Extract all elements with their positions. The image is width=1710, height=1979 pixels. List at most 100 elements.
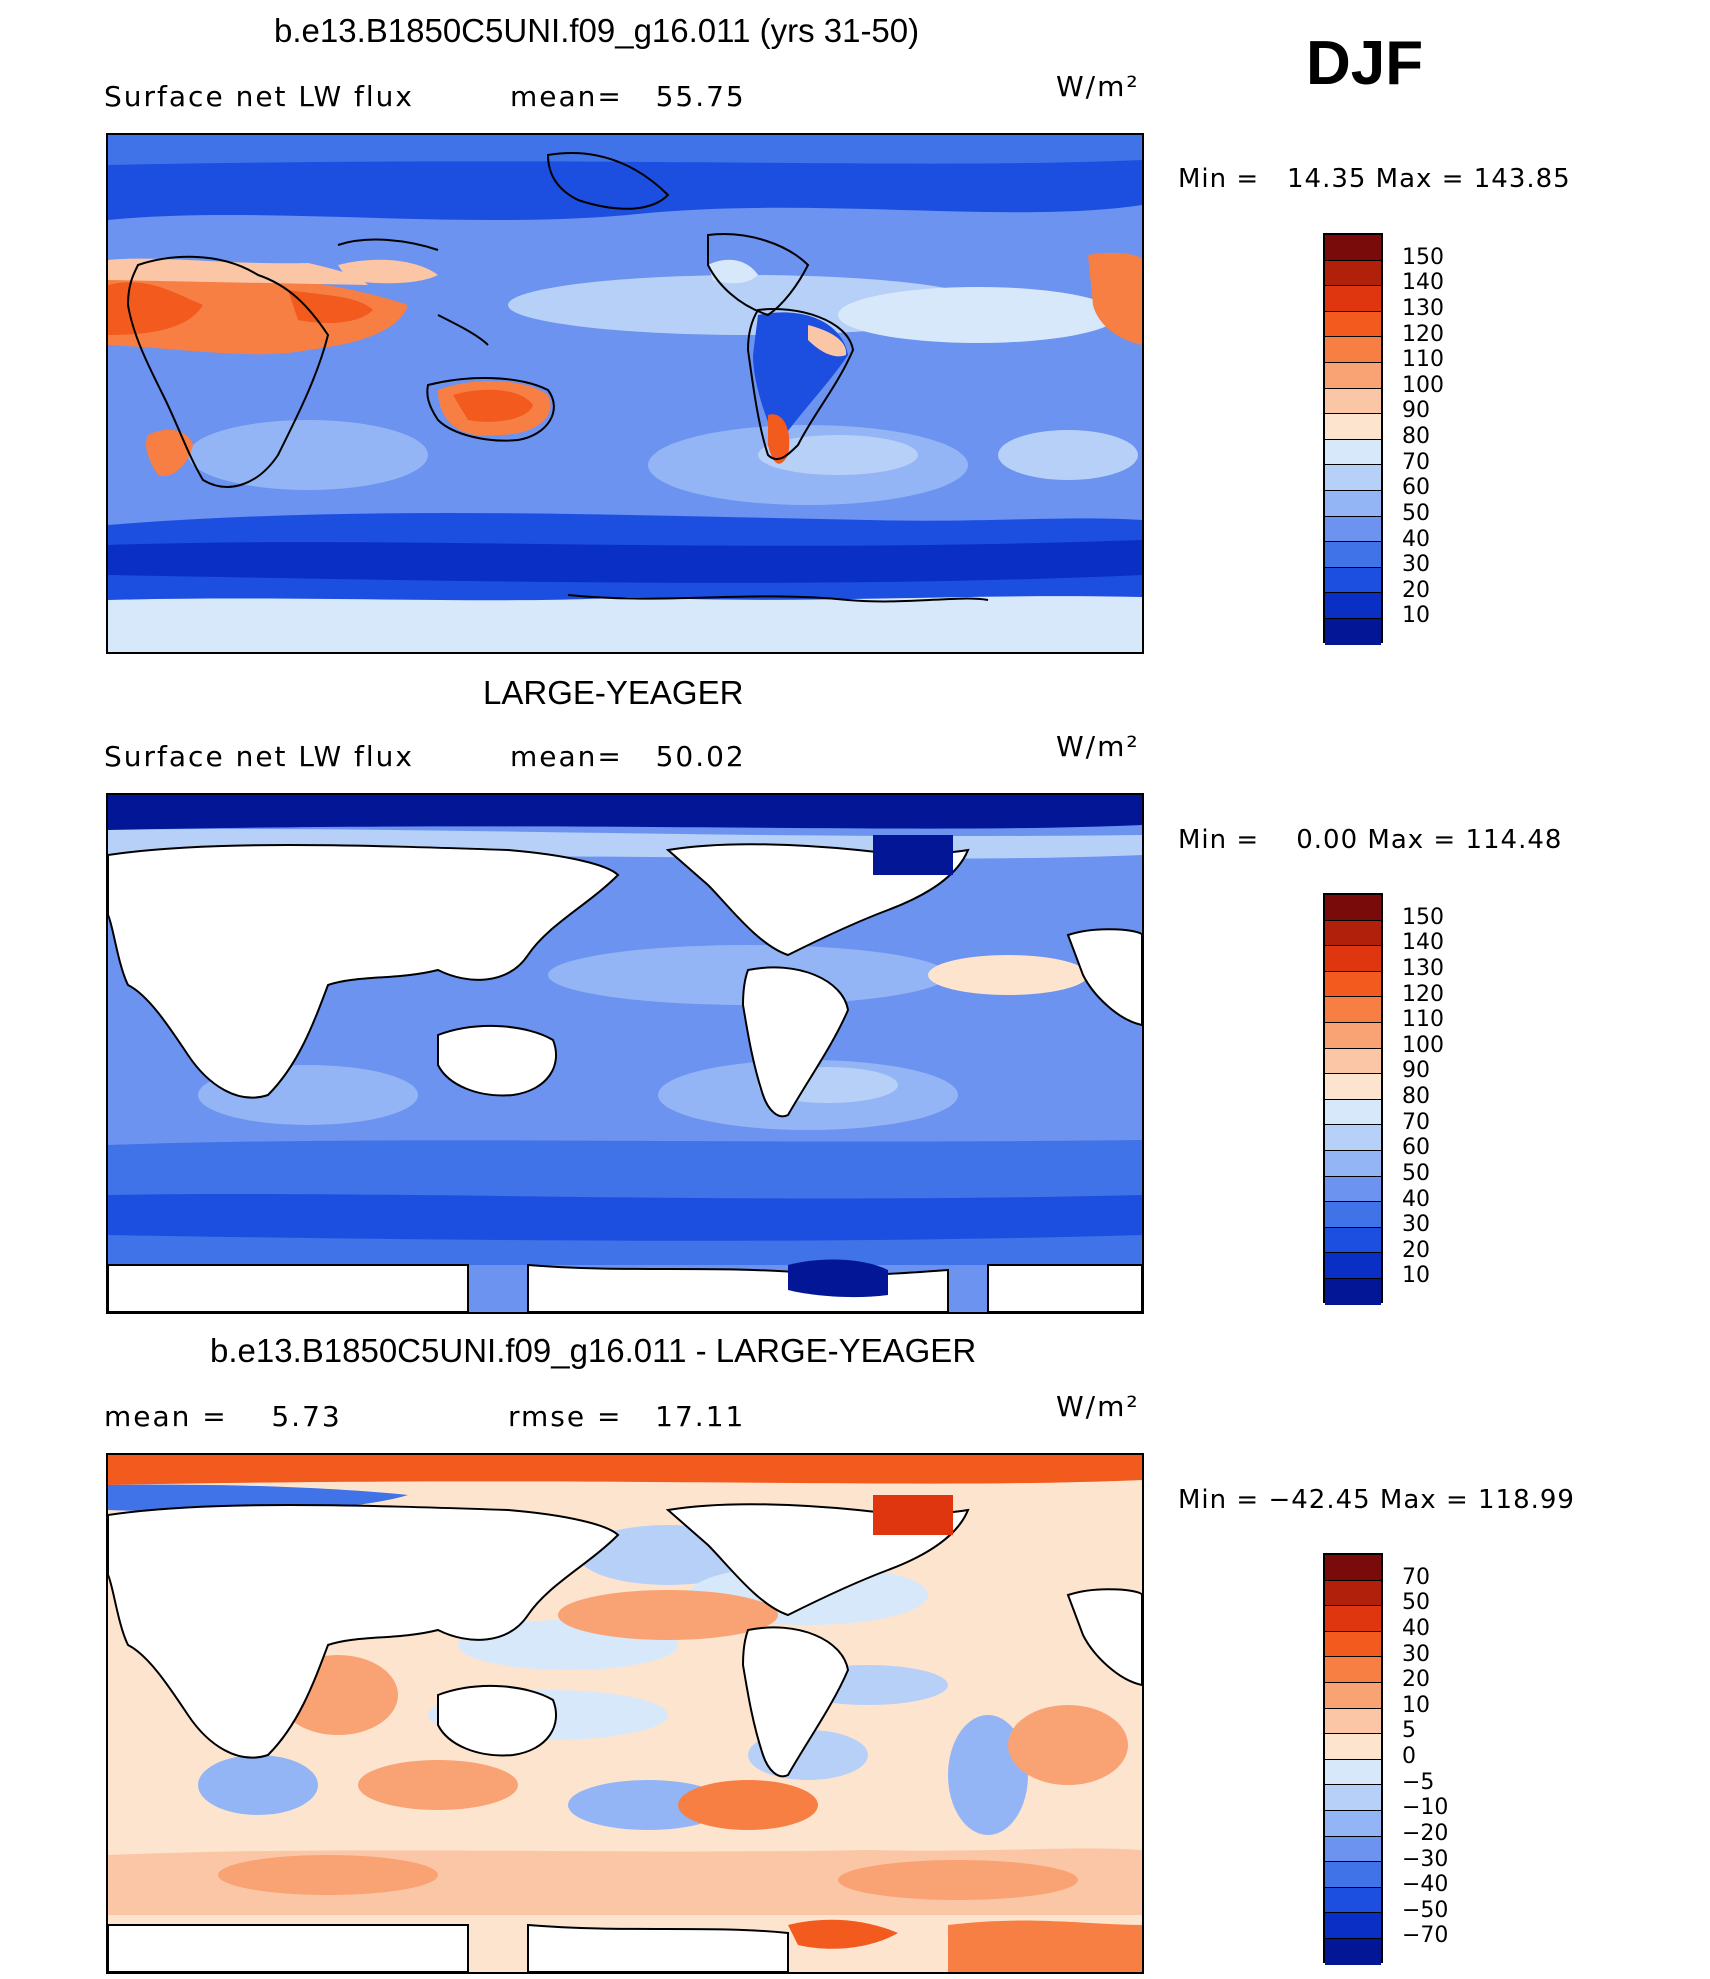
colorbar-label: 20 bbox=[1402, 1237, 1430, 1263]
panel-1-title: b.e13.B1850C5UNI.f09_g16.011 (yrs 31-50) bbox=[274, 12, 920, 49]
colorbar-swatch bbox=[1325, 1099, 1381, 1126]
colorbar-label: 100 bbox=[1402, 1032, 1444, 1058]
panel-1-map-graphic bbox=[108, 135, 1142, 652]
colorbar-swatch bbox=[1325, 1913, 1381, 1939]
panel-1-mean-label: mean= 55.75 bbox=[510, 80, 746, 113]
panel-3-map-graphic bbox=[108, 1455, 1142, 1972]
panel-2-minmax: Min = 0.00 Max = 114.48 bbox=[1178, 825, 1563, 855]
colorbar-swatch bbox=[1325, 465, 1381, 491]
colorbar-swatch bbox=[1325, 1734, 1381, 1760]
colorbar-label: −30 bbox=[1402, 1846, 1449, 1872]
colorbar-swatch bbox=[1325, 1150, 1381, 1177]
colorbar-swatch bbox=[1325, 1202, 1381, 1228]
colorbar-swatch bbox=[1325, 1074, 1381, 1100]
panel-3-title: b.e13.B1850C5UNI.f09_g16.011 - LARGE-YEA… bbox=[210, 1332, 977, 1369]
panel-2-units: W/m² bbox=[1056, 730, 1140, 763]
colorbar-label: 140 bbox=[1402, 270, 1444, 296]
panel-2-colorbar bbox=[1323, 893, 1383, 1305]
colorbar-swatch bbox=[1325, 1253, 1381, 1279]
colorbar-label: 110 bbox=[1402, 347, 1444, 373]
colorbar-label: 130 bbox=[1402, 295, 1444, 321]
colorbar-swatch bbox=[1325, 439, 1381, 466]
colorbar-label: 90 bbox=[1402, 1058, 1430, 1084]
colorbar-label: 0 bbox=[1402, 1744, 1416, 1769]
colorbar-label: 110 bbox=[1402, 1007, 1444, 1033]
colorbar-swatch bbox=[1325, 1708, 1381, 1735]
panel-1-units: W/m² bbox=[1056, 70, 1140, 103]
panel-3-colorbar bbox=[1323, 1553, 1383, 1965]
colorbar-label: 60 bbox=[1402, 475, 1430, 501]
panel-2-variable-label: Surface net LW flux bbox=[104, 740, 414, 773]
panel-1-map bbox=[106, 133, 1144, 654]
colorbar-swatch bbox=[1325, 1555, 1381, 1581]
colorbar-swatch bbox=[1325, 1606, 1381, 1632]
panel-1-colorbar bbox=[1323, 233, 1383, 645]
colorbar-swatch bbox=[1325, 1657, 1381, 1683]
colorbar-swatch bbox=[1325, 1759, 1381, 1786]
colorbar-label: 120 bbox=[1402, 321, 1444, 347]
colorbar-swatch bbox=[1325, 1278, 1381, 1305]
colorbar-label: 30 bbox=[1402, 1212, 1430, 1238]
colorbar-label: 50 bbox=[1402, 1590, 1430, 1616]
panel-1-variable-label: Surface net LW flux bbox=[104, 80, 414, 113]
panel-3-rmse-label: rmse = 17.11 bbox=[508, 1400, 746, 1433]
colorbar-label: −70 bbox=[1402, 1923, 1449, 1949]
colorbar-swatch bbox=[1325, 1682, 1381, 1709]
colorbar-swatch bbox=[1325, 997, 1381, 1023]
colorbar-swatch bbox=[1325, 490, 1381, 517]
colorbar-swatch bbox=[1325, 1022, 1381, 1049]
colorbar-label: 20 bbox=[1402, 577, 1430, 603]
colorbar-swatch bbox=[1325, 920, 1381, 947]
colorbar-label: 10 bbox=[1402, 603, 1430, 629]
colorbar-label: 20 bbox=[1402, 1667, 1430, 1693]
panel-3-minmax: Min = −42.45 Max = 118.99 bbox=[1178, 1485, 1575, 1515]
colorbar-swatch bbox=[1325, 1810, 1381, 1837]
colorbar-label: 30 bbox=[1402, 552, 1430, 578]
colorbar-swatch bbox=[1325, 311, 1381, 338]
colorbar-label: 70 bbox=[1402, 449, 1430, 475]
panel-3-mean-label: mean = 5.73 bbox=[104, 1400, 342, 1433]
colorbar-label: −40 bbox=[1402, 1872, 1449, 1898]
colorbar-swatch bbox=[1325, 1176, 1381, 1203]
colorbar-swatch bbox=[1325, 567, 1381, 594]
colorbar-swatch bbox=[1325, 542, 1381, 568]
colorbar-swatch bbox=[1325, 1836, 1381, 1863]
panel-3-colorbar-labels: 70 50 40 30 20 10 5 0 −5 −10 −20 −30 −40 −50 −70 bbox=[1402, 1553, 1482, 1963]
panel-2-title: LARGE-YEAGER bbox=[483, 674, 744, 711]
colorbar-swatch bbox=[1325, 235, 1381, 261]
colorbar-swatch bbox=[1325, 1227, 1381, 1254]
colorbar-swatch bbox=[1325, 895, 1381, 921]
colorbar-label: 100 bbox=[1402, 372, 1444, 398]
colorbar-swatch bbox=[1325, 1125, 1381, 1151]
colorbar-label: 30 bbox=[1402, 1641, 1430, 1667]
colorbar-label: 40 bbox=[1402, 526, 1430, 552]
colorbar-label: −10 bbox=[1402, 1795, 1449, 1821]
colorbar-label: 60 bbox=[1402, 1135, 1430, 1161]
panel-2-colorbar-labels: 150 140 130 120 110 100 90 80 70 60 50 40 30 20 10 bbox=[1402, 893, 1482, 1303]
colorbar-swatch bbox=[1325, 1938, 1381, 1965]
colorbar-swatch bbox=[1325, 362, 1381, 389]
colorbar-swatch bbox=[1325, 516, 1381, 543]
colorbar-label: 120 bbox=[1402, 981, 1444, 1007]
colorbar-label: 140 bbox=[1402, 930, 1444, 956]
colorbar-label: 80 bbox=[1402, 424, 1430, 449]
season-label: DJF bbox=[1306, 29, 1424, 98]
colorbar-label: 80 bbox=[1402, 1084, 1430, 1109]
colorbar-label: 130 bbox=[1402, 955, 1444, 981]
colorbar-swatch bbox=[1325, 1785, 1381, 1811]
colorbar-swatch bbox=[1325, 618, 1381, 645]
panel-3-map bbox=[106, 1453, 1144, 1974]
panel-2-map bbox=[106, 793, 1144, 1314]
colorbar-swatch bbox=[1325, 1887, 1381, 1914]
colorbar-swatch bbox=[1325, 971, 1381, 998]
colorbar-label: −5 bbox=[1402, 1769, 1435, 1795]
colorbar-swatch bbox=[1325, 388, 1381, 415]
colorbar-label: 70 bbox=[1402, 1564, 1430, 1590]
colorbar-swatch bbox=[1325, 414, 1381, 440]
panel-3-units: W/m² bbox=[1056, 1390, 1140, 1423]
colorbar-swatch bbox=[1325, 260, 1381, 287]
colorbar-label: 50 bbox=[1402, 500, 1430, 526]
colorbar-label: −50 bbox=[1402, 1897, 1449, 1923]
colorbar-swatch bbox=[1325, 1048, 1381, 1075]
panel-1-colorbar-labels: 150 140 130 120 110 100 90 80 70 60 50 40 30 20 10 bbox=[1402, 233, 1482, 643]
